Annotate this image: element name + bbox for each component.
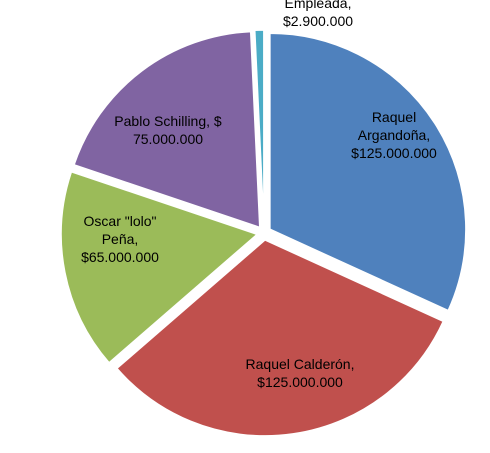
slice-label-0: Raquel Argandoña, $125.000.000 [351,109,437,161]
slice-label-line: $125.000.000 [257,374,343,390]
slice-label-line: $65.000.000 [81,249,159,265]
slice-label-2: Oscar "lolo" Peña, $65.000.000 [81,213,159,265]
pie-slice-3 [73,30,261,229]
slice-label-line: Raquel Calderón, [246,356,355,372]
slice-label-line: Argandoña, [358,127,430,143]
slice-label-line: $125.000.000 [351,145,437,161]
pie-slice-2 [60,170,259,364]
slice-label-3: Pablo Schilling, $ 75.000.000 [114,113,222,147]
slice-label-line: Pablo Schilling, $ [114,113,222,129]
slice-label-line: Empleada, [285,0,352,11]
pie-slice-1 [115,239,445,437]
slice-label-line: Peña, [102,231,139,247]
slice-label-line: Oscar "lolo" [84,213,157,229]
slice-label-line: Raquel [372,109,416,125]
slice-label-line: $2.900.000 [283,13,353,29]
slice-label-1: Raquel Calderón, $125.000.000 [246,356,355,390]
pie-slice-0 [269,32,467,312]
slice-label-4: Empleada, $2.900.000 [283,0,353,29]
pie-slice-4 [253,29,265,227]
slice-label-line: 75.000.000 [133,131,203,147]
